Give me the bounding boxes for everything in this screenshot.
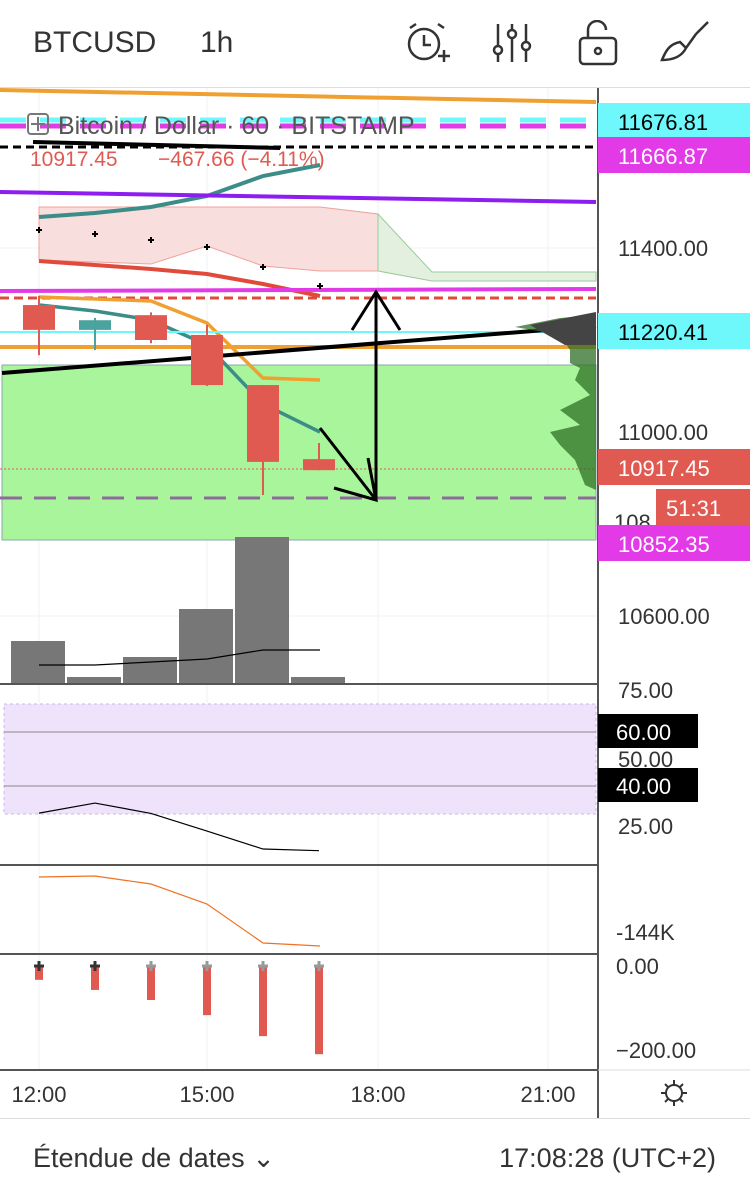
time-axis[interactable]: 12:00 15:00 18:00 21:00: [11, 1082, 575, 1107]
price-label: [598, 525, 750, 561]
svg-text:21:00: 21:00: [520, 1082, 575, 1107]
parabolic-sar: [36, 227, 323, 289]
teal-ma: [38, 163, 321, 219]
arrow-drawing[interactable]: [318, 289, 402, 503]
macd-cross-marker: [90, 961, 100, 971]
black-trendline-top[interactable]: [32, 140, 281, 150]
candle[interactable]: [247, 385, 279, 462]
price-label-text: 11220.41: [618, 320, 708, 345]
volume-bar: [291, 677, 345, 683]
price-label-text: 10852.35: [618, 532, 710, 557]
rsi-line: [38, 802, 320, 852]
sar-dot: [92, 231, 98, 237]
svg-text:12:00: 12:00: [11, 1082, 66, 1107]
candle[interactable]: [303, 459, 335, 471]
settings-gear-icon[interactable]: [661, 1080, 687, 1106]
macd-cross-marker: [146, 961, 156, 971]
price-label-text: 11666.87: [618, 144, 708, 169]
volume-bar: [179, 609, 233, 683]
date-range-dropdown[interactable]: Étendue de dates ⌄: [33, 1143, 275, 1174]
candle[interactable]: [135, 315, 167, 340]
legend-change: −467.66 (−4.11%): [158, 148, 325, 171]
candle[interactable]: [79, 320, 111, 330]
clock: 17:08:28 (UTC+2): [499, 1143, 716, 1173]
svg-text:75.00: 75.00: [618, 678, 673, 703]
ichimoku-cloud-red: [38, 206, 379, 272]
ichimoku-cloud-green: [377, 212, 597, 282]
sar-dot: [36, 227, 42, 233]
legend-price: 10917.45: [30, 148, 118, 171]
obv-line: [38, 875, 321, 947]
legend-title: Bitcoin / Dollar · 60 · BITSTAMP: [58, 112, 415, 140]
volume-bar: [235, 537, 289, 683]
rsi-band: [3, 703, 597, 815]
macd-bar: [91, 966, 99, 990]
price-label-text: 11676.81: [618, 110, 708, 135]
volume-bars: [11, 537, 345, 683]
svg-text:15:00: 15:00: [179, 1082, 234, 1107]
chart-area[interactable]: Bitcoin / Dollar · 60 · BITSTAMP 10917.4…: [0, 88, 750, 1118]
toolbar: BTCUSD 1h: [0, 0, 750, 88]
macd-bar: [147, 966, 155, 1001]
volume-bar: [11, 641, 65, 683]
candle[interactable]: [191, 334, 223, 386]
svg-text:-144K: -144K: [616, 920, 675, 945]
price-axis[interactable]: 11400.00 11000.00 10600.00 108 11676.811…: [598, 103, 750, 1063]
macd-cross-marker: [202, 961, 212, 971]
date-range-label: Étendue de dates: [33, 1143, 245, 1173]
price-label-text: 51:31: [666, 496, 721, 521]
macd-bar: [203, 966, 211, 1016]
price-label: [598, 103, 750, 139]
target-zone[interactable]: [1, 364, 597, 541]
price-label: [598, 449, 750, 485]
chevron-down-icon: ⌄: [252, 1143, 275, 1173]
svg-text:11400.00: 11400.00: [618, 236, 708, 261]
macd-histogram: [34, 961, 324, 1055]
macd-bar: [35, 966, 43, 980]
alarm-add-icon[interactable]: [402, 20, 452, 66]
magenta-line[interactable]: [0, 287, 597, 293]
macd-bar: [259, 966, 267, 1037]
svg-text:−200.00: −200.00: [616, 1038, 696, 1063]
indicators-icon[interactable]: [488, 20, 538, 66]
price-label-text: 10917.45: [618, 456, 710, 481]
rsi-upper-label: 60.00: [616, 720, 671, 745]
orange-trendline-top[interactable]: [0, 88, 597, 104]
price-label: [598, 137, 750, 173]
sar-dot: [260, 264, 266, 270]
svg-text:0.00: 0.00: [616, 954, 659, 979]
svg-text:11000.00: 11000.00: [618, 420, 708, 445]
rsi-lower-label: 40.00: [616, 774, 671, 799]
candles[interactable]: [23, 295, 335, 496]
orange-ma: [38, 295, 321, 382]
candle[interactable]: [23, 305, 55, 330]
macd-cross-marker: [34, 961, 44, 971]
volume-ma: [39, 649, 320, 666]
volume-profile: [515, 312, 596, 490]
drawing-brush-icon[interactable]: [660, 20, 710, 66]
svg-text:10600.00: 10600.00: [618, 604, 710, 629]
lock-icon[interactable]: [574, 20, 624, 66]
purple-line[interactable]: [0, 190, 597, 204]
sar-dot: [317, 283, 323, 289]
interval-button[interactable]: 1h: [200, 26, 234, 59]
macd-cross-marker: [314, 961, 324, 971]
volume-bar: [67, 677, 121, 683]
svg-text:25.00: 25.00: [618, 814, 673, 839]
svg-text:50.00: 50.00: [618, 747, 673, 772]
svg-text:18:00: 18:00: [350, 1082, 405, 1107]
black-trendline[interactable]: [1, 324, 597, 375]
macd-bar: [315, 966, 323, 1055]
price-label: [656, 489, 750, 525]
footer: Étendue de dates ⌄ 17:08:28 (UTC+2): [0, 1118, 750, 1190]
sar-dot: [148, 237, 154, 243]
macd-cross-marker: [258, 961, 268, 971]
sar-dot: [204, 244, 210, 250]
red-ma: [38, 259, 321, 298]
price-label: [598, 313, 750, 349]
symbol-button[interactable]: BTCUSD: [33, 26, 157, 59]
expand-legend-icon[interactable]: [27, 113, 49, 135]
